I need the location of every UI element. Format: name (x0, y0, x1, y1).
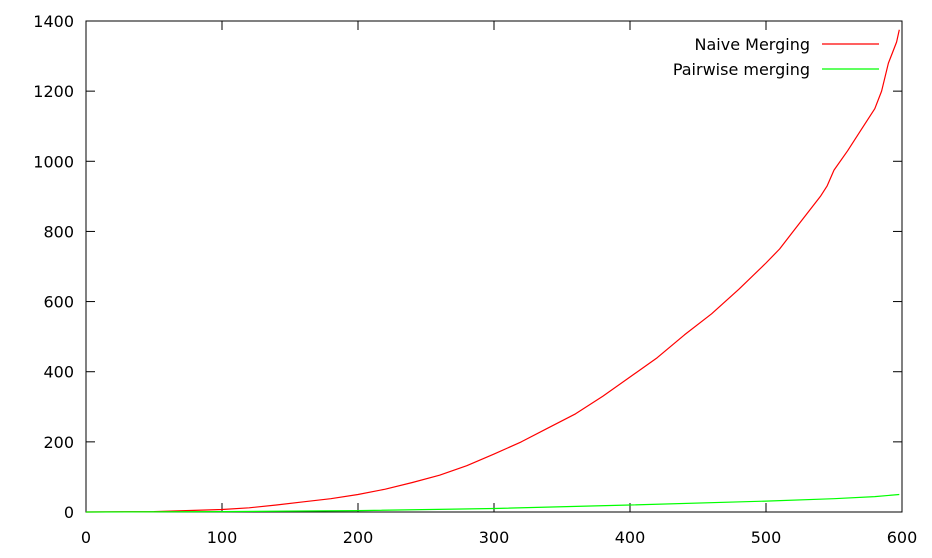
plot-frame (85, 20, 903, 513)
y-tick-label: 1200 (33, 82, 74, 101)
x-tick-label: 100 (207, 528, 238, 547)
x-tick-label: 300 (479, 528, 510, 547)
x-tick-label: 200 (343, 528, 374, 547)
legend: Naive Merging Pairwise merging (673, 35, 879, 79)
y-tick-label: 0 (64, 503, 74, 522)
y-tick-label: 1400 (33, 12, 74, 31)
x-axis-ticks: 0 100 200 300 400 500 600 (81, 21, 917, 547)
x-tick-label: 600 (887, 528, 918, 547)
x-tick-label: 400 (615, 528, 646, 547)
y-tick-label: 200 (43, 433, 74, 452)
x-tick-label: 0 (81, 528, 91, 547)
y-tick-label: 1000 (33, 152, 74, 171)
series-line-naive-merging (85, 29, 900, 513)
y-tick-label: 400 (43, 363, 74, 382)
legend-label-naive-merging: Naive Merging (695, 35, 810, 54)
series-layer (85, 29, 900, 513)
axes (85, 20, 903, 513)
y-tick-label: 600 (43, 293, 74, 312)
series-line-pairwise-merging (85, 493, 900, 513)
x-tick-label: 500 (751, 528, 782, 547)
y-tick-label: 800 (43, 222, 74, 241)
legend-label-pairwise-merging: Pairwise merging (673, 60, 810, 79)
y-axis-ticks: 0 200 400 600 800 1000 1200 1400 (33, 12, 902, 522)
